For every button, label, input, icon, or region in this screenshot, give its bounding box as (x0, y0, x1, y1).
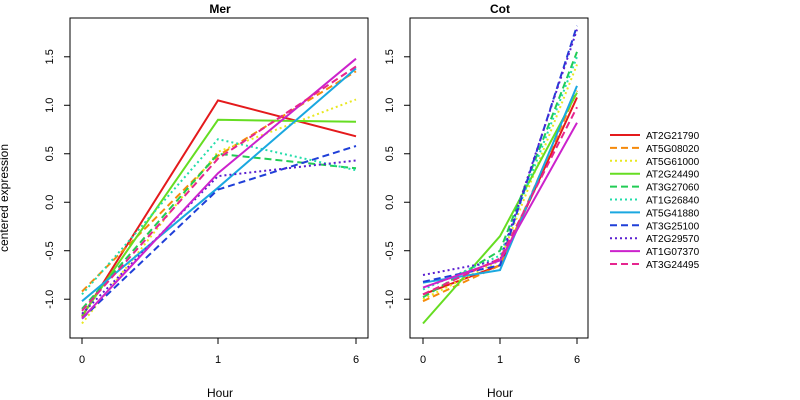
y-tick-label: 0.5 (384, 146, 396, 161)
series-line-at2g29570 (81, 159, 357, 315)
y-tick-label: 1.5 (384, 49, 396, 64)
x-tick-label: 1 (215, 354, 221, 366)
y-tick-label: 0.0 (44, 195, 56, 210)
x-tick-label: 6 (574, 354, 580, 366)
plot-frame-mer (69, 17, 369, 339)
series-line-at3g25100 (81, 145, 357, 320)
panel-title-mer: Mer (209, 2, 231, 16)
legend-label: AT3G24495 (646, 260, 700, 271)
legend-label: AT5G41880 (646, 208, 700, 219)
series-line-at1g07370 (422, 122, 578, 289)
legend-label: AT2G29570 (646, 234, 700, 245)
series-line-at5g08020 (81, 70, 357, 293)
y-tick-label: -1.0 (384, 290, 396, 309)
legend-label: AT2G24490 (646, 170, 700, 181)
legend: AT2G21790 AT5G08020 AT5G61000 AT2G24490 AT3G… (610, 131, 700, 271)
series-line-at5g61000 (81, 98, 357, 325)
x-tick-label: 6 (353, 354, 359, 366)
x-tick-label: 0 (79, 354, 85, 366)
series-line-at3g27060 (422, 51, 578, 299)
series-line-at5g41880 (81, 67, 357, 302)
y-tick-label: -0.5 (44, 241, 56, 260)
x-tick-label: 0 (420, 354, 426, 366)
series-lines-mer (81, 57, 357, 325)
y-tick-label: 0.5 (44, 146, 56, 161)
y-tick-label: 0.0 (384, 195, 396, 210)
series-line-at2g24490 (422, 92, 578, 325)
legend-label: AT5G61000 (646, 157, 700, 168)
y-tick-label: -0.5 (384, 241, 396, 260)
series-lines-cot (422, 25, 578, 325)
legend-label: AT1G26840 (646, 196, 700, 207)
y-axis-label: centered expression (0, 144, 11, 252)
panel-cot: Cot 0 1 6 -1.0 -0.5 0.0 0.5 1.0 1.5 Hour (384, 2, 589, 400)
y-tick-label: 1.0 (384, 98, 396, 113)
panel-title-cot: Cot (490, 2, 510, 16)
panel-mer: Mer 0 1 6 -1.0 -0.5 0.0 0.5 1.0 1.5 Hour (44, 2, 369, 400)
y-tick-label: 1.5 (44, 49, 56, 64)
series-line-at3g27060 (81, 152, 357, 310)
legend-label: AT1G07370 (646, 247, 700, 258)
series-line-at2g21790 (81, 99, 357, 318)
axis-ticks-cot: 0 1 6 -1.0 -0.5 0.0 0.5 1.0 1.5 (384, 49, 580, 366)
legend-label: AT2G21790 (646, 131, 700, 142)
x-tick-label: 1 (497, 354, 503, 366)
series-line-at3g24495 (81, 65, 357, 312)
series-line-at2g29570 (422, 29, 578, 276)
legend-label: AT5G08020 (646, 144, 700, 155)
legend-label: AT3G27060 (646, 183, 700, 194)
plot-frame-cot (409, 17, 589, 339)
y-tick-label: 1.0 (44, 98, 56, 113)
series-line-at1g26840 (81, 138, 357, 296)
y-tick-label: -1.0 (44, 290, 56, 309)
series-line-at3g24495 (422, 106, 578, 296)
axis-ticks-mer: 0 1 6 -1.0 -0.5 0.0 0.5 1.0 1.5 (44, 49, 359, 366)
x-axis-label-cot: Hour (487, 386, 513, 400)
series-line-at1g26840 (422, 56, 578, 291)
x-axis-label-mer: Hour (207, 386, 233, 400)
series-line-at2g24490 (81, 118, 357, 317)
legend-label: AT3G25100 (646, 221, 700, 232)
